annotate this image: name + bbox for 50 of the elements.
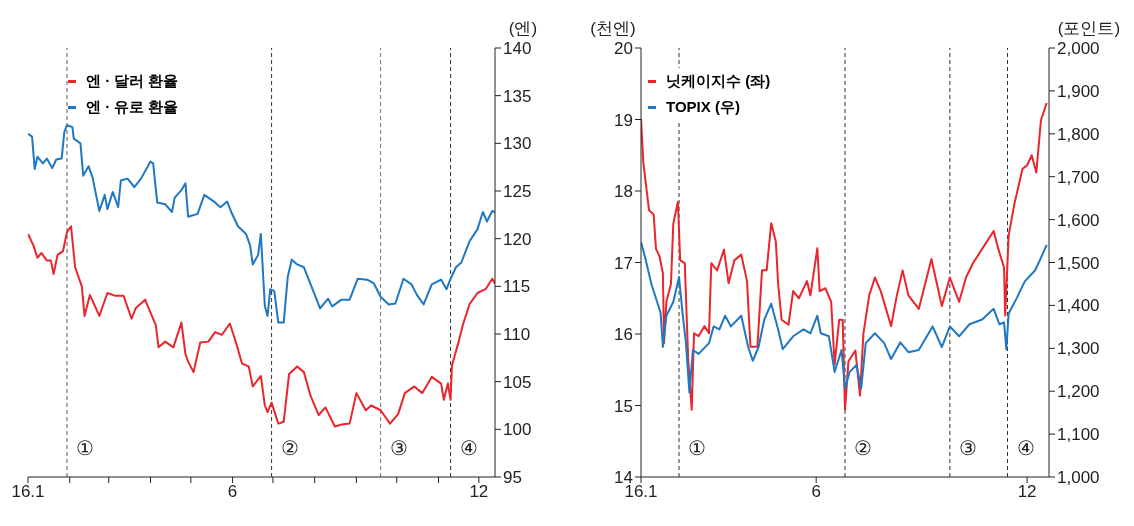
- ref-line-label: ①: [76, 437, 95, 459]
- y2-tick-label: 135: [503, 86, 532, 106]
- y-tick-label: 20: [614, 39, 633, 59]
- y2-tick-label: 2,000: [1057, 39, 1100, 59]
- x-tick-label: 12: [1017, 482, 1037, 502]
- y2-tick-label: 105: [503, 372, 532, 392]
- x-tick-label: 6: [227, 482, 238, 502]
- y2-tick-label: 95: [503, 468, 522, 488]
- ref-line-label: ②: [854, 437, 872, 459]
- y2-tick-label: 1,300: [1057, 339, 1100, 359]
- y2-axis-title: (엔): [508, 19, 538, 38]
- legend-label: 엔 · 달러 환율: [86, 71, 179, 91]
- line-series: [28, 124, 495, 324]
- y2-tick-label: 1,500: [1057, 253, 1100, 273]
- y2-tick-label: 1,200: [1057, 382, 1100, 402]
- x-tick-label: 6: [811, 482, 821, 502]
- ref-line-label: ③: [389, 437, 408, 459]
- y-tick-label: 16: [614, 325, 633, 345]
- ref-line-label: ①: [688, 437, 707, 459]
- y-tick-label: 18: [614, 182, 633, 202]
- y2-tick-label: 1,600: [1057, 210, 1100, 230]
- y2-tick-label: 1,700: [1057, 167, 1100, 187]
- ref-line-label: ③: [958, 437, 977, 459]
- ref-line-label: ④: [459, 437, 478, 459]
- y2-tick-label: 115: [503, 277, 531, 297]
- y2-tick-label: 1,400: [1057, 296, 1100, 316]
- y2-tick-label: 1,800: [1057, 124, 1100, 144]
- y-tick-label: 19: [614, 110, 633, 130]
- legend-label: TOPIX (우): [666, 97, 740, 117]
- legend-label: 닛케이지수 (좌): [666, 71, 771, 91]
- ref-line-label: ②: [280, 437, 299, 459]
- y2-tick-label: 1,900: [1057, 81, 1100, 101]
- y2-tick-label: 110: [503, 325, 531, 345]
- y-axis-title: (천엔): [590, 19, 636, 38]
- y2-tick-label: 1,100: [1057, 425, 1100, 445]
- y2-tick-label: 125: [503, 182, 532, 202]
- y-tick-label: 17: [614, 253, 633, 273]
- y-tick-label: 15: [614, 396, 633, 416]
- legend-label: 엔 · 유로 환율: [86, 97, 179, 117]
- line-series: [28, 225, 495, 428]
- y2-tick-label: 130: [503, 134, 532, 154]
- ref-line-label: ④: [1016, 437, 1035, 459]
- y2-tick-label: 120: [503, 229, 532, 249]
- y2-tick-label: 100: [503, 420, 532, 440]
- x-tick-label: 16.1: [11, 482, 45, 502]
- y2-tick-label: 140: [503, 39, 532, 59]
- y2-axis-title: (포인트): [1057, 19, 1121, 38]
- line-series: [641, 102, 1048, 411]
- y2-tick-label: 1,000: [1057, 468, 1100, 488]
- x-tick-label: 12: [469, 482, 489, 502]
